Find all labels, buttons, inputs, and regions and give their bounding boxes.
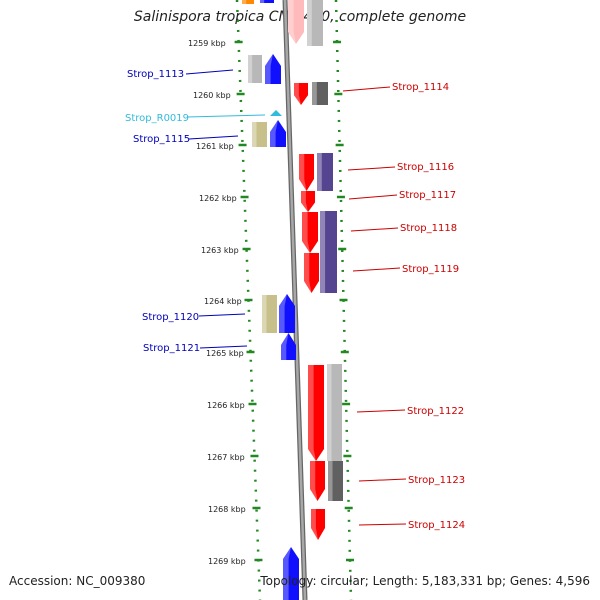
gene-strop-1118 (302, 212, 318, 253)
gene-strop-1122 (308, 365, 324, 461)
feature-strop-1120-khaki (262, 295, 277, 333)
gene-feature-top-orange (242, 0, 254, 4)
gene-strop-1113 (265, 54, 281, 84)
gene-strop-1114 (294, 83, 308, 105)
leader-strop-1123 (358, 478, 407, 482)
gene-label-strop-1120[interactable]: Strop_1120 (142, 312, 199, 323)
feature-strop-1123-grey (328, 461, 343, 501)
gene-strop-1121 (281, 333, 296, 360)
ruler-label-1265: 1265 kbp (206, 349, 244, 358)
gene-strop-1120 (279, 294, 295, 333)
gene-label-strop-1116[interactable]: Strop_1116 (397, 162, 454, 173)
leader-strop-1120 (198, 313, 246, 317)
ruler-label-1269: 1269 kbp (208, 557, 246, 566)
gene-label-strop-1122[interactable]: Strop_1122 (407, 406, 464, 417)
feature-strop-1113-grey (248, 55, 262, 83)
leader-strop-1114 (342, 86, 391, 92)
gene-strop-1124 (311, 509, 325, 540)
gene-feature-bottom-blue (283, 547, 299, 600)
accession-text: Accession: NC_009380 (9, 574, 146, 588)
gene-feature-top-blue (260, 0, 274, 3)
gene-label-strop-1123[interactable]: Strop_1123 (408, 475, 465, 486)
leader-strop-r0019 (186, 114, 266, 118)
leader-strop-1119 (352, 267, 401, 272)
feature-strop-1116-purple (317, 153, 333, 191)
feature-strop-1118-purple (320, 211, 337, 293)
gene-strop-1115 (270, 120, 286, 147)
gene-label-strop-1113[interactable]: Strop_1113 (127, 69, 184, 80)
ruler-label-1260: 1260 kbp (193, 91, 231, 100)
gene-label-strop-r0019[interactable]: Strop_R0019 (125, 113, 189, 124)
leader-strop-1124 (358, 523, 407, 526)
ruler-label-1264: 1264 kbp (204, 297, 242, 306)
gene-strop-1123 (310, 461, 325, 501)
gene-label-strop-1115[interactable]: Strop_1115 (133, 134, 190, 145)
gene-strop-1116 (299, 154, 314, 191)
label-leaders (185, 69, 407, 526)
gene-feature-top-pink (288, 0, 304, 44)
ruler-label-1263: 1263 kbp (201, 246, 239, 255)
gene-label-strop-1117[interactable]: Strop_1117 (399, 190, 456, 201)
gene-label-strop-1114[interactable]: Strop_1114 (392, 82, 449, 93)
ruler-label-1268: 1268 kbp (208, 505, 246, 514)
gene-label-strop-1121[interactable]: Strop_1121 (143, 343, 200, 354)
rna-strop-r0019 (270, 110, 282, 116)
ruler-label-1267: 1267 kbp (207, 453, 245, 462)
gene-label-strop-1119[interactable]: Strop_1119 (402, 264, 459, 275)
leader-strop-1113 (185, 69, 234, 75)
leader-strop-1118 (350, 227, 399, 232)
ruler-label-1262: 1262 kbp (199, 194, 237, 203)
gene-features (242, 0, 343, 600)
gene-label-strop-1118[interactable]: Strop_1118 (400, 223, 457, 234)
leader-strop-1117 (348, 194, 398, 200)
leader-strop-1115 (188, 135, 239, 140)
ruler-label-1266: 1266 kbp (207, 401, 245, 410)
leader-strop-1121 (199, 345, 248, 349)
backbone (282, 0, 308, 600)
ruler-label-1261: 1261 kbp (196, 142, 234, 151)
gene-strop-1119 (304, 253, 319, 293)
feature-strop-1114-grey (312, 82, 328, 105)
feature-strop-1122-grey (327, 364, 342, 461)
ruler-label-1259: 1259 kbp (188, 39, 226, 48)
gene-feature-top-grey (307, 0, 323, 46)
feature-strop-1115-khaki (252, 122, 267, 147)
genome-summary-text: Topology: circular; Length: 5,183,331 bp… (260, 574, 590, 588)
gene-strop-1117 (301, 191, 315, 212)
leader-strop-1122 (356, 409, 406, 413)
gene-label-strop-1124[interactable]: Strop_1124 (408, 520, 465, 531)
ruler-ticks (234, 40, 354, 562)
leader-strop-1116 (347, 166, 396, 171)
